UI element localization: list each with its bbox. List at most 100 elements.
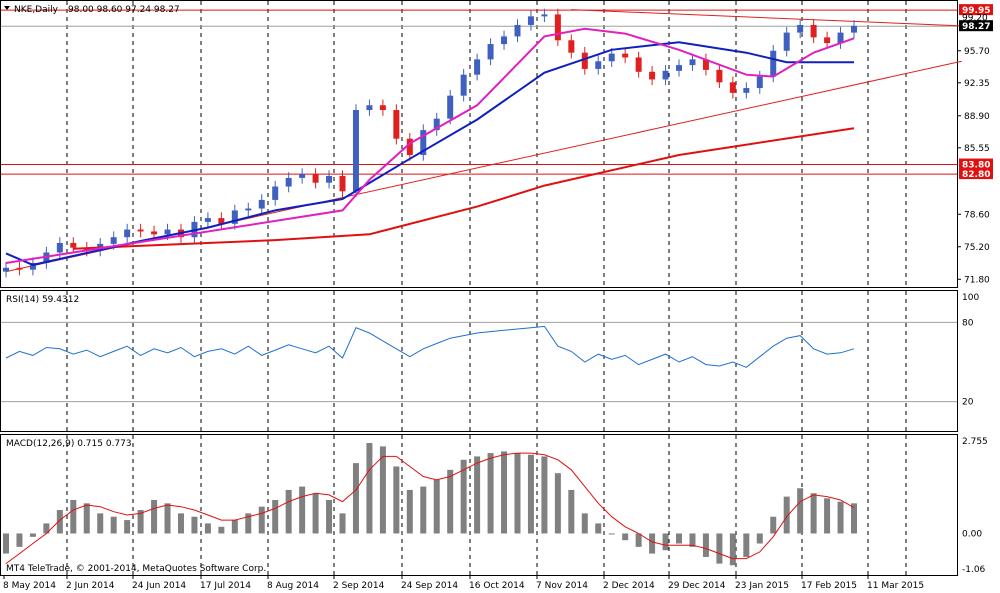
candle-body bbox=[326, 176, 333, 183]
macd-bar bbox=[137, 510, 144, 534]
sma-slow-line bbox=[73, 127, 855, 250]
trendlines bbox=[5, 9, 962, 273]
macd-bar bbox=[797, 488, 804, 534]
macd-bar bbox=[824, 498, 831, 534]
macd-bar bbox=[312, 493, 319, 534]
macd-axis-label: 0.00 bbox=[962, 529, 982, 539]
candle-body bbox=[581, 52, 588, 69]
moving-averages bbox=[5, 27, 855, 266]
main-pane-frame bbox=[0, 0, 958, 288]
candle-body bbox=[258, 199, 265, 209]
macd-bar bbox=[272, 499, 279, 534]
price-tick-label: 71.80 bbox=[964, 275, 990, 285]
candle-body bbox=[204, 218, 211, 222]
time-tick-label: 17 Feb 2015 bbox=[801, 581, 857, 591]
candle-body bbox=[649, 71, 656, 80]
price-tick-label: 88.90 bbox=[964, 112, 990, 122]
time-tick-label: 24 Jun 2014 bbox=[132, 581, 186, 591]
macd-bar bbox=[191, 516, 198, 534]
price-tick-label: 92.35 bbox=[964, 79, 990, 89]
rsi-pane-frame bbox=[0, 290, 958, 432]
candle-body bbox=[689, 59, 696, 66]
macd-bar bbox=[29, 533, 36, 537]
candle-body bbox=[756, 76, 763, 89]
ohlc-label: 98.00 98.60 97.24 98.27 bbox=[68, 5, 180, 15]
macd-bar bbox=[743, 533, 750, 557]
macd-bar bbox=[662, 533, 669, 551]
rsi-axis-label: 20 bbox=[962, 398, 974, 408]
candle-body bbox=[568, 40, 575, 53]
macd-axis-label: 2.755 bbox=[962, 437, 988, 447]
macd-bar bbox=[258, 506, 265, 534]
macd-bar bbox=[339, 513, 346, 534]
level-badge bbox=[959, 158, 993, 170]
macd-bar bbox=[204, 523, 211, 534]
macd-bar bbox=[501, 451, 508, 534]
candle-body bbox=[810, 24, 817, 38]
candle-body bbox=[824, 37, 831, 44]
collapse-triangle-icon[interactable] bbox=[4, 6, 10, 10]
candle-body bbox=[729, 82, 736, 93]
macd-bar bbox=[474, 456, 481, 534]
macd-bar bbox=[177, 513, 184, 534]
candle-body bbox=[56, 242, 63, 253]
macd-bar bbox=[3, 533, 9, 554]
time-tick-label: 7 Nov 2014 bbox=[536, 581, 588, 591]
candle-body bbox=[406, 138, 413, 155]
macd-bar bbox=[110, 516, 117, 534]
macd-bar bbox=[554, 473, 561, 534]
candle-body bbox=[851, 25, 857, 33]
candle-body bbox=[366, 105, 373, 111]
macd-bar bbox=[97, 513, 104, 534]
time-axis: 8 May 2014 2 Jun 2014 24 Jun 2014 17 Jul 20… bbox=[3, 575, 924, 591]
macd-axis-label: -1.06 bbox=[962, 565, 986, 575]
candle-body bbox=[299, 174, 306, 178]
candle-body bbox=[151, 231, 158, 235]
macd-bar bbox=[581, 513, 588, 534]
time-tick-label: 2 Dec 2014 bbox=[603, 581, 655, 591]
macd-bar bbox=[151, 499, 158, 534]
candle-body bbox=[797, 24, 804, 33]
macd-bar bbox=[433, 479, 440, 534]
candle-body bbox=[770, 50, 777, 77]
macd-bar bbox=[689, 533, 696, 547]
level-badge bbox=[959, 168, 993, 180]
time-tick-label: 2 Sep 2014 bbox=[333, 581, 385, 591]
candle-body bbox=[635, 57, 642, 72]
sma-fast-line bbox=[5, 27, 855, 264]
symbol-label: NKE,Daily bbox=[14, 5, 59, 15]
macd-bar bbox=[622, 533, 629, 541]
candle-body bbox=[460, 74, 467, 96]
candle-body bbox=[716, 69, 723, 83]
candle-body bbox=[339, 176, 346, 192]
macd-indicator bbox=[3, 443, 857, 566]
macd-bar bbox=[837, 501, 844, 534]
candle-body bbox=[608, 53, 615, 62]
macd-bar bbox=[851, 503, 857, 534]
macd-bar bbox=[729, 533, 736, 566]
level-badge-label: 99.95 bbox=[962, 6, 990, 16]
candle-body bbox=[514, 24, 521, 37]
macd-bar bbox=[487, 453, 494, 534]
macd-label: MACD(12,26,9) 0.715 0.773 bbox=[6, 439, 132, 449]
rsi-axis-label: 80 bbox=[962, 318, 974, 328]
macd-bar bbox=[447, 469, 454, 534]
copyright-label: MT4 TeleTrade, © 2001-2014, MetaQuotes S… bbox=[6, 564, 266, 574]
macd-bar bbox=[393, 466, 400, 534]
candle-body bbox=[83, 247, 90, 251]
level-badge-label: 82.80 bbox=[962, 170, 990, 180]
macd-bar bbox=[352, 463, 359, 534]
candle-body bbox=[595, 61, 602, 69]
time-tick-label: 8 Aug 2014 bbox=[267, 581, 319, 591]
candle-body bbox=[622, 53, 629, 58]
candle-body bbox=[16, 267, 23, 270]
time-tick-label: 8 May 2014 bbox=[3, 581, 56, 591]
macd-bar bbox=[676, 533, 683, 544]
macd-bar bbox=[83, 503, 90, 534]
time-tick-label: 24 Sep 2014 bbox=[401, 581, 458, 591]
macd-bar bbox=[285, 489, 292, 534]
rsi-line bbox=[5, 325, 855, 368]
macd-bar bbox=[770, 516, 777, 534]
